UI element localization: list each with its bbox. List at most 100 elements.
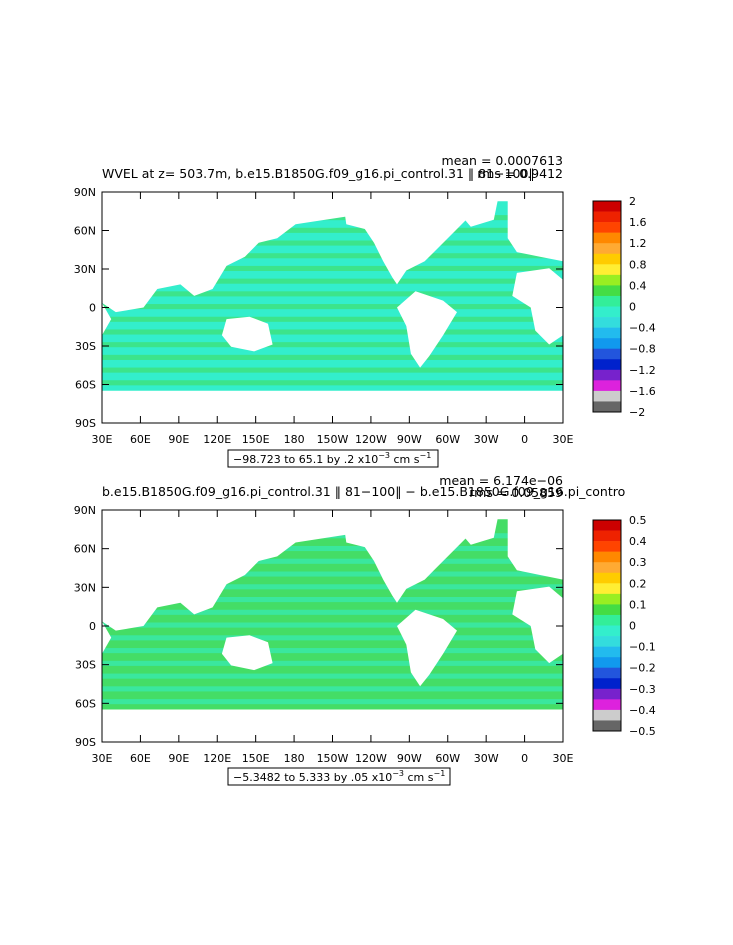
land-mask — [512, 586, 563, 664]
land-mask — [341, 510, 494, 603]
lon-label: 30E — [92, 752, 113, 765]
contour-range-box: −5.3482 to 5.333 by .05 x10−3 cm s−1 — [227, 767, 451, 786]
field-band — [102, 622, 563, 628]
land-mask — [457, 514, 499, 545]
field-band — [102, 699, 563, 705]
lat-label: 30S — [75, 659, 96, 672]
lat-label: 60S — [75, 379, 96, 392]
field-band — [102, 609, 563, 615]
field-band — [102, 597, 563, 603]
colorbar-label: 0.1 — [629, 598, 647, 611]
colorbar-label: −0.5 — [629, 725, 656, 738]
field-band — [102, 342, 563, 348]
colorbar-swatch — [593, 327, 621, 339]
colorbar-swatch — [593, 348, 621, 360]
lon-label: 120W — [355, 433, 387, 446]
colorbar-label: −0.4 — [629, 704, 656, 717]
colorbar-swatch — [593, 614, 621, 626]
colorbar: 0.5 0.4 0.3 0.2 0.1 0 −0.1 −0.2 −0.3 −0.4 −0.5 — [592, 514, 656, 738]
map-panel-2: b.e15.B1850G.f09_g16.pi_control.31 ‖ 81−… — [74, 473, 656, 786]
field-band — [102, 354, 563, 360]
colorbar-label: −0.4 — [629, 322, 656, 335]
colorbar-label: 0 — [629, 301, 636, 314]
colorbar-swatch — [593, 232, 621, 244]
colorbar-swatch — [593, 317, 621, 328]
lat-label: 60N — [74, 225, 96, 238]
colorbar-swatch — [593, 264, 621, 276]
field-band — [102, 660, 563, 666]
field-band — [102, 686, 563, 692]
lon-label: 120E — [203, 433, 231, 446]
field-band — [102, 635, 563, 641]
mean-label: mean = 0.0007613 — [442, 153, 563, 168]
lon-label: 90W — [397, 433, 422, 446]
lon-label: 0 — [521, 433, 528, 446]
lat-label: 0 — [89, 302, 96, 315]
lon-label: 60E — [130, 433, 151, 446]
colorbar-label: −1.2 — [629, 364, 656, 377]
field-band — [102, 571, 563, 577]
colorbar-label: 2 — [629, 195, 636, 208]
panel-title: b.e15.B1850G.f09_g16.pi_control.31 ‖ 81−… — [102, 484, 625, 499]
lat-label: 30S — [75, 340, 96, 353]
lon-label: 30E — [92, 433, 113, 446]
lon-label: 30W — [474, 433, 499, 446]
colorbar-label: 0.8 — [629, 258, 647, 271]
colorbar-swatch — [593, 562, 621, 574]
colorbar-swatch — [593, 678, 621, 690]
colorbar-frame — [592, 519, 622, 732]
colorbar-label: 0.4 — [629, 535, 647, 548]
colorbar-swatch — [593, 720, 621, 732]
field-band — [102, 380, 563, 386]
colorbar-swatch — [593, 646, 621, 658]
colorbar-swatch — [593, 274, 621, 286]
colorbar-swatch — [593, 369, 621, 381]
land-mask — [102, 390, 563, 423]
field-band — [102, 304, 563, 310]
colorbar-label: −0.2 — [629, 662, 656, 675]
colorbar-label: −0.3 — [629, 683, 656, 696]
colorbar-swatch — [593, 541, 621, 552]
colorbar-label: 0.4 — [629, 279, 647, 292]
colorbar-swatch — [593, 338, 621, 349]
land-mask — [102, 709, 563, 742]
lat-label: 90N — [74, 504, 96, 517]
field-band — [102, 291, 563, 297]
contour-range-box: −98.723 to 65.1 by .2 x10−3 cm s−1 — [227, 449, 439, 468]
lat-label: 60N — [74, 543, 96, 556]
lon-label: 150W — [317, 752, 349, 765]
field-band — [102, 558, 563, 564]
field-band — [102, 316, 563, 322]
contour-range-label: −98.723 to 65.1 by .2 x10−3 cm s−1 — [233, 451, 431, 466]
colorbar-swatch — [593, 583, 621, 595]
land-mask — [507, 192, 563, 262]
lon-label: 30E — [553, 752, 574, 765]
land-mask — [102, 621, 112, 654]
land-mask — [102, 302, 112, 336]
colorbar-swatch — [593, 551, 621, 563]
colorbar-swatch — [593, 593, 621, 605]
lat-label: 90S — [75, 417, 96, 430]
field-band — [102, 367, 563, 373]
land-mask — [102, 510, 356, 631]
colorbar-swatch — [593, 688, 621, 700]
colorbar-swatch — [593, 625, 621, 637]
field-band — [102, 278, 563, 284]
colorbar-swatch — [593, 201, 621, 212]
field-band — [102, 253, 563, 259]
colorbar-label: 0.5 — [629, 514, 647, 527]
colorbar-swatch — [593, 285, 621, 297]
colorbar-swatch — [593, 530, 621, 542]
colorbar-swatch — [593, 667, 621, 679]
lon-label: 30E — [553, 433, 574, 446]
lon-label: 0 — [521, 752, 528, 765]
colorbar-label: 1.2 — [629, 237, 647, 250]
land-mask — [221, 635, 273, 671]
range-box-frame — [227, 449, 439, 468]
lon-label: 150W — [317, 433, 349, 446]
colorbar-frame — [592, 200, 622, 413]
colorbar-swatch — [593, 572, 621, 584]
field-band — [102, 584, 563, 590]
lon-label: 60W — [435, 433, 460, 446]
colorbar-label: −0.1 — [629, 641, 656, 654]
